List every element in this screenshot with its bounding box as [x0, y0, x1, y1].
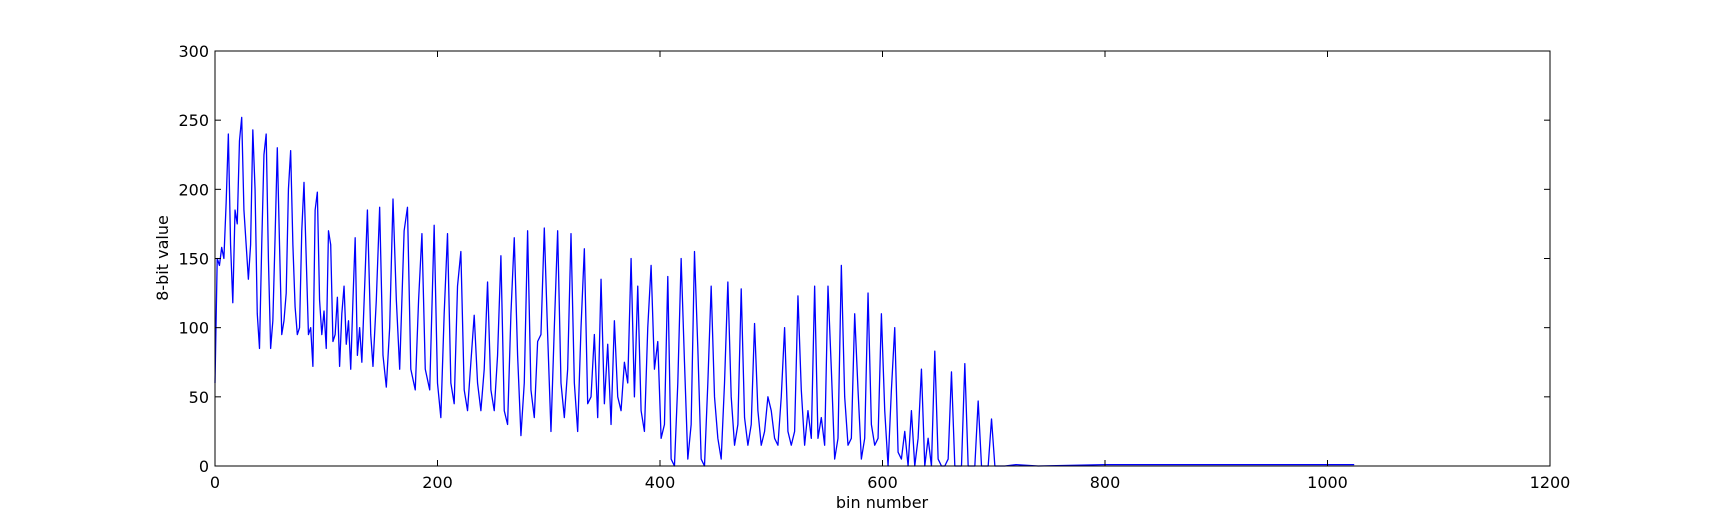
x-tick-label: 200 — [422, 473, 453, 492]
ticks-layer: 0 200 400 600 800 1000 1200 0 50 100 150 200 250 300 — [178, 42, 1570, 492]
x-tick-label: 600 — [867, 473, 898, 492]
series-line — [214, 116, 1355, 467]
y-tick-label: 250 — [178, 111, 209, 130]
y-tick-label: 300 — [178, 42, 209, 61]
y-axis-label: 8-bit value — [153, 215, 172, 301]
plot-frame — [214, 50, 1551, 467]
y-tick-label: 100 — [178, 319, 209, 338]
y-tick-label: 150 — [178, 250, 209, 269]
y-tick-label: 50 — [189, 388, 209, 407]
x-tick-label: 1000 — [1307, 473, 1348, 492]
x-tick-label: 1200 — [1530, 473, 1571, 492]
series-layer — [214, 116, 1355, 467]
x-tick-label: 0 — [210, 473, 220, 492]
x-tick-label: 800 — [1090, 473, 1121, 492]
y-tick-label: 200 — [178, 180, 209, 199]
y-tick-label: 0 — [199, 457, 209, 476]
plot-area — [215, 51, 1550, 466]
x-axis-label: bin number — [836, 493, 929, 512]
x-tick-label: 400 — [645, 473, 676, 492]
